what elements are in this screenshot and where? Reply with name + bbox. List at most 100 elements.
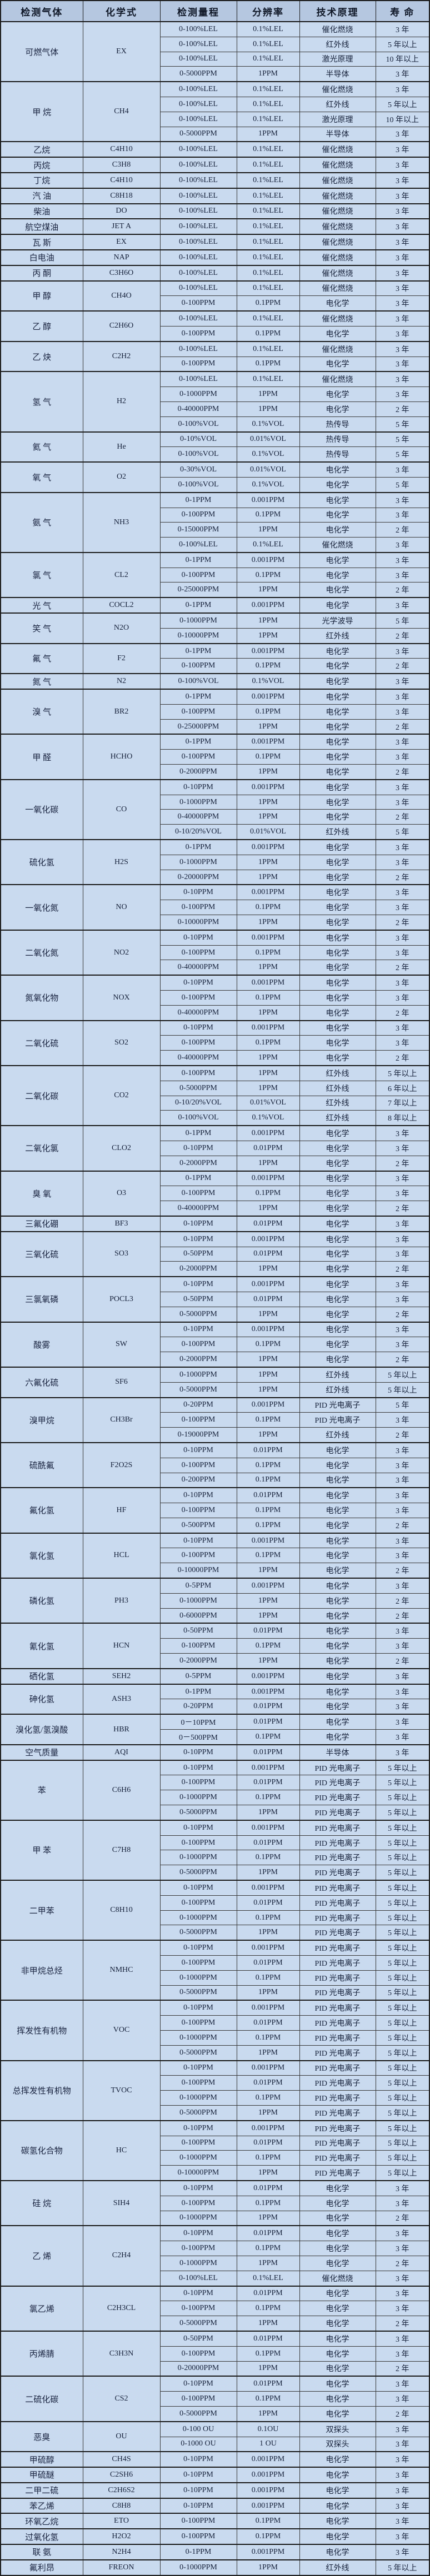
range-cell: 0-1000PPM (159, 1910, 237, 1926)
principle-cell: PID 光电离子 (299, 1985, 376, 2001)
resolution-cell: 0.001PPM (236, 551, 300, 568)
lifespan-cell: 3 年 (375, 264, 430, 282)
resolution-cell: 1PPM (236, 1608, 300, 1624)
lifespan-cell: 7 年以上 (375, 1095, 430, 1111)
formula-cell: CH4S (82, 2451, 161, 2468)
lifespan-cell: 5 年以上 (375, 1790, 430, 1806)
table-row: 环氧乙烷 ETO 0-100PPM 0.1PPM 电化学 3 年 (0, 2513, 430, 2529)
principle-cell: 电化学 (299, 2316, 376, 2332)
range-cell: 0-100%LEL (159, 537, 237, 553)
table-row: 0-100PPM 0.1PPM 电化学 3 年 (1, 325, 430, 342)
formula-cell: C8H10 (82, 1880, 161, 1941)
table-row: 0-100%VOL 0.1%VOL 热传导 5 年 (1, 416, 430, 433)
range-cell: 0-20000PPM (159, 869, 237, 885)
resolution-cell: 0.1%LEL (236, 249, 300, 266)
principle-cell: 电化学 (299, 929, 376, 946)
resolution-cell: 0.1%VOL (236, 416, 300, 433)
lifespan-cell: 3 年 (375, 1668, 430, 1685)
resolution-cell: 1PPM (236, 794, 300, 810)
range-cell: 0-1PPM (159, 491, 237, 508)
gas-name-cell: 氟利昂 (0, 2559, 83, 2576)
principle-cell: PID 光电离子 (299, 1880, 376, 1896)
gas-name-cell: 氯 气 (0, 551, 83, 598)
principle-cell: 电化学 (299, 794, 376, 810)
lifespan-cell: 10 年以上 (375, 111, 430, 127)
range-cell: 0-20PPM (159, 1397, 237, 1413)
resolution-cell: 0.001PPM (236, 491, 300, 508)
range-cell: 0-1PPM (159, 597, 237, 614)
gas-name-cell: 碳氢化合物 (0, 2120, 83, 2181)
principle-cell: 电化学 (299, 1035, 376, 1051)
range-cell: 0-5PPM (159, 1668, 237, 1685)
range-cell: 0-1000PPM (159, 2150, 237, 2166)
lifespan-cell: 3 年 (375, 2330, 430, 2347)
resolution-cell: 1PPM (236, 2559, 300, 2576)
range-cell: 0-10PPM (159, 1231, 237, 1247)
table-row: 0-2000PPM 1PPM 电化学 2 年 (1, 1155, 430, 1172)
lifespan-cell: 3 年 (375, 491, 430, 508)
resolution-cell: 0.01PPM (236, 1744, 300, 1761)
principle-cell: 电化学 (299, 704, 376, 720)
table-row: 0-2000PPM 1PPM 电化学 2 年 (1, 1261, 430, 1277)
lifespan-cell: 3 年 (375, 1623, 430, 1639)
resolution-cell: 0.01PPM (236, 1835, 300, 1851)
range-cell: 0-100PPM (159, 2301, 237, 2317)
range-cell: 0-100PPM (159, 2528, 237, 2545)
principle-cell: 电化学 (299, 2255, 376, 2271)
resolution-cell: 0.1PPM (236, 2391, 300, 2407)
range-cell: 0-10PPM (159, 1744, 237, 1761)
lifespan-cell: 3 年 (375, 945, 430, 961)
principle-cell: 电化学 (299, 2391, 376, 2407)
resolution-cell: 0.1PPM (236, 567, 300, 583)
range-cell: 0-100PPM (159, 2513, 237, 2529)
lifespan-cell: 3 年 (375, 839, 430, 855)
table-row: 甲硫醚 C2SH6 0-10PPM 0.001PPM 电化学 3 年 (0, 2467, 430, 2483)
resolution-cell: 1PPM (236, 627, 300, 644)
resolution-cell: 0.001PPM (236, 1321, 300, 1338)
principle-cell: 电化学 (299, 461, 376, 478)
range-cell: 0-50PPM (159, 1246, 237, 1262)
principle-cell: 电化学 (299, 325, 376, 342)
lifespan-cell: 2 年 (375, 1563, 430, 1579)
range-cell: 0-100PPM (159, 2015, 237, 2031)
table-row: 0-100PPM 0.1PPM 电化学 3 年 (1, 1548, 430, 1564)
formula-cell: CO2 (82, 1064, 161, 1126)
resolution-cell: 0.1PPM (236, 1638, 300, 1654)
lifespan-cell: 3 年 (375, 1321, 430, 1338)
table-row: 0-40000PPM 1PPM 电化学 2 年 (1, 809, 430, 825)
resolution-cell: 1PPM (236, 854, 300, 870)
formula-cell: C8H18 (82, 187, 161, 204)
table-row: 甲 苯 C7H8 0-10PPM 0.001PPM PID 光电离子 5 年以上 (0, 1819, 430, 1881)
table-row: 酸雾 SW 0-10PPM 0.001PPM 电化学 3 年 (0, 1321, 430, 1368)
gas-name-cell: 硅 烷 (0, 2180, 83, 2226)
resolution-cell: 0.1PPM (236, 2513, 300, 2529)
range-cell: 0-1PPM (159, 1683, 237, 1700)
resolution-cell: 0.01PPM (236, 2075, 300, 2091)
principle-cell: 电化学 (299, 1608, 376, 1624)
formula-cell: ETO (82, 2513, 161, 2529)
lifespan-cell: 5 年以上 (375, 1819, 430, 1836)
range-cell: 0-1000PPM (159, 854, 237, 870)
table-row: 0-100PPM 0.1PPM 电化学 3 年 (1, 990, 430, 1006)
principle-cell: 红外线 (299, 2559, 376, 2576)
table-row: 氧 气 O2 0-30%VOL 0.01%VOL 电化学 3 年 (0, 461, 430, 493)
resolution-cell: 0.1PPM (236, 749, 300, 765)
resolution-cell: 0.001PPM (236, 1668, 300, 1685)
resolution-cell: 0.001PPM (236, 2451, 300, 2468)
resolution-cell: 0.01PPM (236, 1955, 300, 1971)
lifespan-cell: 5 年以上 (375, 2120, 430, 2136)
lifespan-cell: 3 年 (375, 218, 430, 235)
gas-name-cell: 甲 醇 (0, 280, 83, 312)
table-row: 0-100%LEL 0.1%LEL 激光原理 10 年以上 (1, 111, 430, 127)
principle-cell: 电化学 (299, 960, 376, 976)
lifespan-cell: 3 年 (375, 2180, 430, 2196)
lifespan-cell: 2 年 (375, 1261, 430, 1277)
resolution-cell: 0.001PPM (236, 1276, 300, 1292)
range-cell: 0-100PPM (159, 1775, 237, 1791)
principle-cell: PID 光电离子 (299, 1925, 376, 1941)
range-cell: 0-10PPM (159, 2497, 237, 2514)
lifespan-cell: 3 年 (375, 141, 430, 158)
range-cell: 0-5000PPM (159, 1865, 237, 1881)
resolution-cell: 0.001PPM (236, 929, 300, 946)
principle-cell: PID 光电离子 (299, 1910, 376, 1926)
